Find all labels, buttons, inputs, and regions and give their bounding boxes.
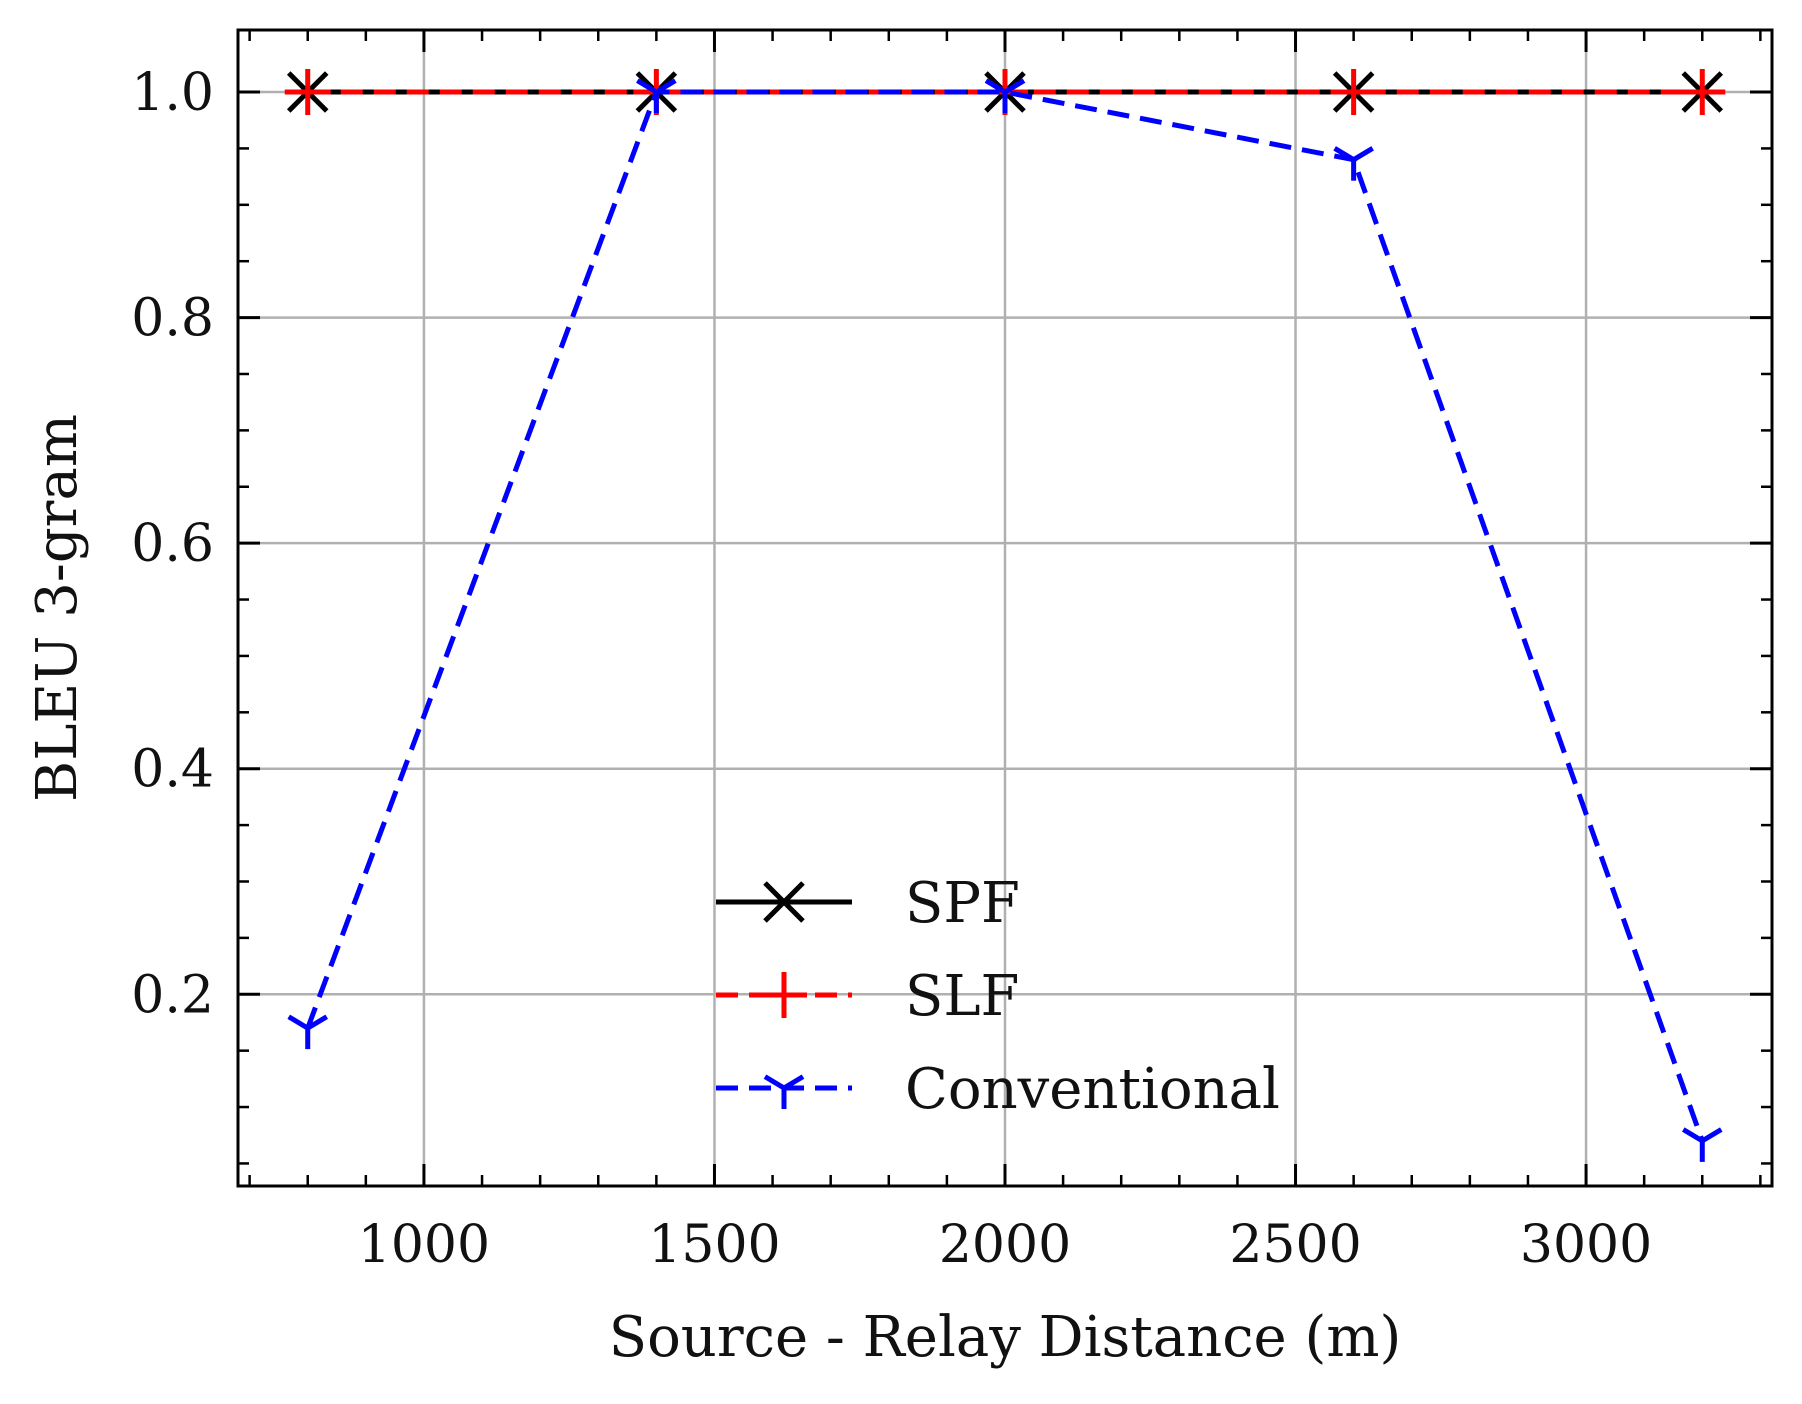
- y-axis-label: BLEU 3-gram: [25, 414, 90, 802]
- y-tick-label: 0.4: [131, 740, 214, 800]
- x-tick-label: 2500: [1229, 1215, 1361, 1275]
- data-point-conventional: [1681, 1127, 1704, 1144]
- data-point-conventional: [1003, 78, 1026, 95]
- data-point-conventional: [1333, 146, 1355, 162]
- y-tick-label: 0.8: [131, 289, 214, 349]
- y-tick-label: 0.6: [131, 514, 214, 574]
- x-tick-label: 2000: [939, 1215, 1071, 1275]
- data-point-conventional: [984, 78, 1007, 95]
- legend-label-spf: SPF: [905, 871, 1020, 936]
- y-tick-label: 1.0: [131, 63, 214, 123]
- x-axis-label: Source - Relay Distance (m): [609, 1305, 1402, 1370]
- legend-item-spf: SPF: [716, 871, 1020, 936]
- tick-labels: 1000 1500 2000 2500 3000 0.2 0.4 0.6 0.8 1.0: [131, 63, 1652, 1275]
- legend-marker-conventional: [782, 1074, 805, 1091]
- legend-item-slf: SLF: [716, 964, 1019, 1029]
- x-tick-label: 1500: [648, 1215, 780, 1275]
- legend-marker-spf: [763, 881, 805, 923]
- legend-label-slf: SLF: [905, 964, 1019, 1029]
- data-point-conventional: [636, 78, 658, 95]
- x-tick-label: 1000: [358, 1215, 490, 1275]
- x-tick-label: 3000: [1520, 1215, 1652, 1275]
- data-point-conventional: [306, 1014, 329, 1031]
- y-tick-label: 0.2: [131, 965, 214, 1025]
- legend-label-conventional: Conventional: [905, 1057, 1280, 1122]
- legend-marker-conventional: [763, 1074, 786, 1091]
- data-point-conventional: [1700, 1127, 1723, 1144]
- data-point-conventional: [655, 78, 677, 95]
- legend-item-conventional: Conventional: [716, 1057, 1280, 1122]
- data-point-conventional: [1352, 146, 1374, 162]
- axis-ticks: [238, 30, 1772, 1186]
- series-line-conventional: [305, 89, 1705, 1142]
- legend: SPF SLF Conventional: [716, 871, 1280, 1122]
- series-conventional: [287, 78, 1723, 1162]
- series-layer: [284, 69, 1726, 1162]
- data-point-conventional: [287, 1014, 310, 1031]
